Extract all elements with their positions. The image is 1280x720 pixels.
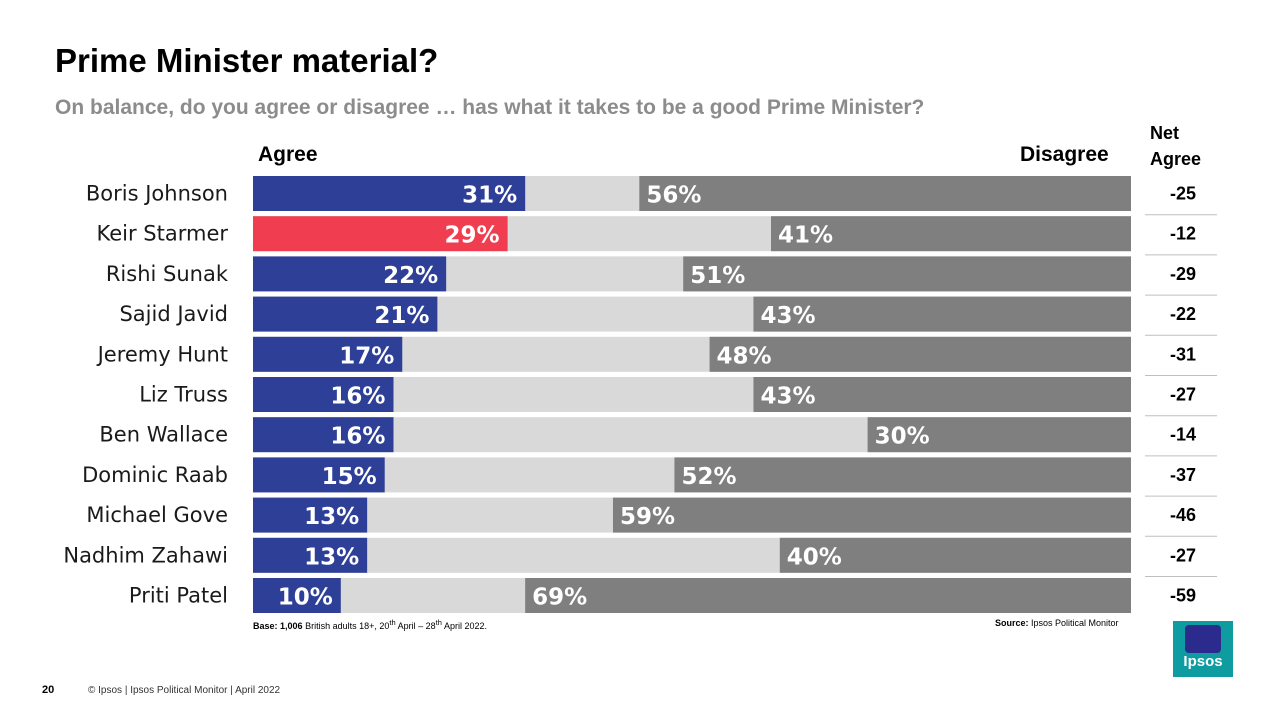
agree-bar xyxy=(253,497,368,533)
disagree-bar xyxy=(612,497,1131,533)
net-agree-header: Net Agree xyxy=(1150,123,1202,169)
net-agree-value: -22 xyxy=(1170,304,1196,324)
bar-row: Keir Starmer 29% 41% -12 xyxy=(97,216,1217,256)
bar-row: Boris Johnson 31% 56% -25 xyxy=(86,176,1217,216)
net-agree-value: -37 xyxy=(1170,465,1196,485)
agree-axis-label: Agree xyxy=(258,143,318,166)
agree-value-label: 29% xyxy=(445,223,500,249)
net-agree-value: -12 xyxy=(1170,224,1196,244)
disagree-bar xyxy=(639,176,1131,211)
category-label: Sajid Javid xyxy=(119,302,228,326)
agree-value-label: 13% xyxy=(304,504,359,530)
disagree-value-label: 48% xyxy=(717,343,772,369)
disagree-value-label: 40% xyxy=(787,544,842,570)
agree-bar xyxy=(253,336,403,372)
disagree-value-label: 43% xyxy=(760,384,815,410)
disagree-value-label: 51% xyxy=(690,263,745,289)
category-label: Ben Wallace xyxy=(99,423,228,447)
net-agree-value: -14 xyxy=(1170,425,1196,445)
agree-value-label: 22% xyxy=(383,263,438,289)
net-agree-value: -31 xyxy=(1170,344,1196,364)
bar-row: Liz Truss 16% 43% -27 xyxy=(139,377,1217,417)
disagree-bar xyxy=(779,537,1131,573)
bar-row: Priti Patel 10% 69% -59 xyxy=(129,578,1196,613)
bar-row: Dominic Raab 15% 52% -37 xyxy=(82,457,1217,497)
disagree-value-label: 43% xyxy=(760,303,815,329)
category-label: Priti Patel xyxy=(129,584,228,608)
net-agree-value: -46 xyxy=(1170,505,1196,525)
disagree-bar xyxy=(525,578,1131,613)
agree-value-label: 15% xyxy=(322,464,377,490)
bar-row: Nadhim Zahawi 13% 40% -27 xyxy=(63,537,1217,577)
category-label: Liz Truss xyxy=(139,383,228,407)
disagree-value-label: 69% xyxy=(532,585,587,611)
disagree-bar xyxy=(771,216,1131,252)
category-label: Rishi Sunak xyxy=(106,262,229,286)
disagree-bar xyxy=(753,377,1131,412)
category-label: Dominic Raab xyxy=(82,463,228,487)
net-agree-value: -27 xyxy=(1170,545,1196,565)
agree-value-label: 16% xyxy=(330,424,385,450)
net-agree-value: -59 xyxy=(1170,586,1196,606)
disagree-bar xyxy=(674,457,1131,493)
disagree-bar xyxy=(709,336,1131,372)
agree-bar xyxy=(253,256,447,292)
category-label: Michael Gove xyxy=(86,503,228,527)
agree-value-label: 31% xyxy=(462,183,517,209)
agree-bar xyxy=(253,417,394,453)
disagree-value-label: 59% xyxy=(620,504,675,530)
net-agree-value: -27 xyxy=(1170,385,1196,405)
agree-value-label: 17% xyxy=(339,343,394,369)
bar-row: Jeremy Hunt 17% 48% -31 xyxy=(96,336,1217,376)
disagree-value-label: 41% xyxy=(778,223,833,249)
bar-row: Ben Wallace 16% 30% -14 xyxy=(99,417,1217,457)
bar-row: Michael Gove 13% 59% -46 xyxy=(86,497,1217,537)
agree-bar xyxy=(253,457,385,493)
agree-bar xyxy=(253,296,438,332)
ipsos-logo: Ipsos xyxy=(1173,621,1233,677)
net-agree-value: -25 xyxy=(1170,184,1196,204)
page-number: 20 xyxy=(42,684,55,696)
agree-bar xyxy=(253,176,526,211)
disagree-bar xyxy=(753,296,1131,332)
category-label: Jeremy Hunt xyxy=(96,342,228,366)
agree-value-label: 10% xyxy=(278,585,333,611)
agree-value-label: 13% xyxy=(304,544,359,570)
base-note: Base: 1,006 British adults 18+, 20th Apr… xyxy=(253,618,487,631)
logo-head-icon xyxy=(1185,625,1221,653)
logo-text: Ipsos xyxy=(1183,653,1223,670)
disagree-axis-label: Disagree xyxy=(1020,143,1109,166)
page-title: Prime Minister material? xyxy=(55,42,439,79)
disagree-value-label: 52% xyxy=(681,464,736,490)
question-subtitle: On balance, do you agree or disagree … h… xyxy=(55,96,925,119)
category-label: Boris Johnson xyxy=(86,182,228,206)
agree-value-label: 16% xyxy=(330,384,385,410)
agree-bar xyxy=(253,216,508,252)
source-note: Source: Ipsos Political Monitor xyxy=(995,618,1119,628)
agree-bar xyxy=(253,578,341,613)
agree-bar xyxy=(253,537,368,573)
disagree-value-label: 30% xyxy=(875,424,930,450)
bar-row: Sajid Javid 21% 43% -22 xyxy=(119,296,1217,336)
net-agree-value: -29 xyxy=(1170,264,1196,284)
category-label: Keir Starmer xyxy=(97,222,229,246)
category-label: Nadhim Zahawi xyxy=(63,543,228,567)
disagree-bar xyxy=(867,417,1131,453)
disagree-bar xyxy=(683,256,1131,292)
disagree-value-label: 56% xyxy=(646,183,701,209)
footer-copyright: © Ipsos | Ipsos Political Monitor | Apri… xyxy=(88,685,281,696)
agree-bar xyxy=(253,377,394,412)
bar-row: Rishi Sunak 22% 51% -29 xyxy=(106,256,1217,296)
agree-value-label: 21% xyxy=(374,303,429,329)
